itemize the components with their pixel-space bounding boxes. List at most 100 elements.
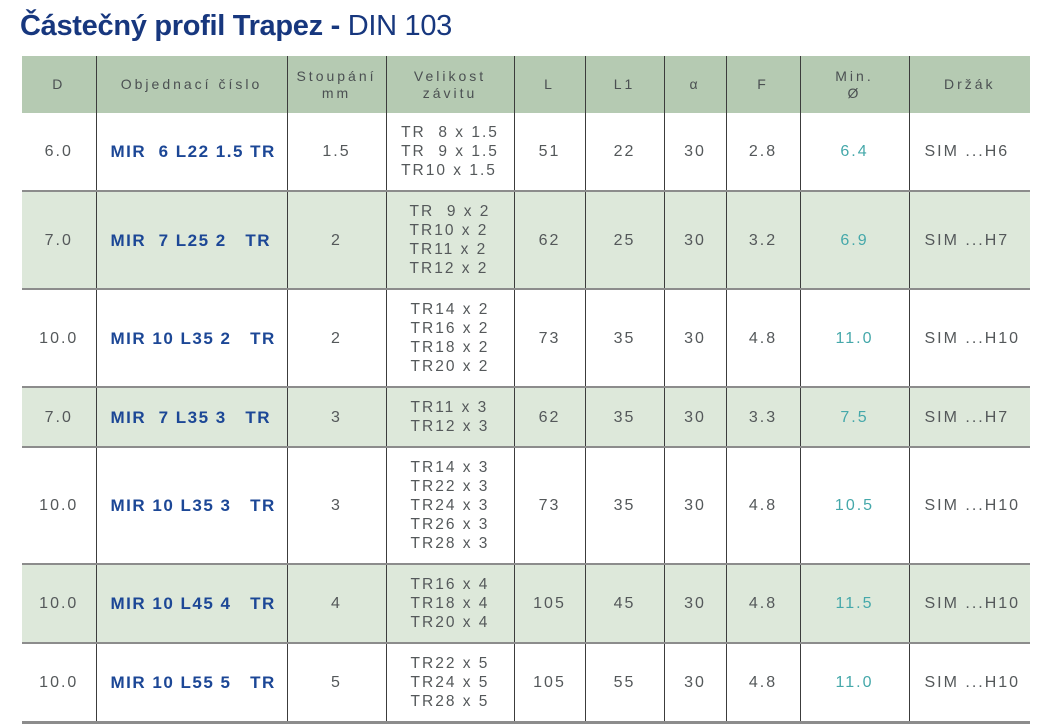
- table-header: D Objednací číslo Stoupání mm Velikost z…: [22, 56, 1030, 113]
- cell-holder: SIM ...H10: [908, 288, 1030, 387]
- cell-l1: 35: [584, 386, 664, 447]
- cell-l: 51: [513, 113, 585, 191]
- product-table: D Objednací číslo Stoupání mm Velikost z…: [22, 56, 1030, 724]
- table-row: 7.0 MIR 7 L35 3 TR 3 TR11 x 3 TR12 x 3 6…: [22, 386, 1030, 447]
- table-row: 7.0 MIR 7 L25 2 TR 2 TR 9 x 2 TR10 x 2 T…: [22, 190, 1030, 289]
- table-row: 10.0 MIR 10 L45 4 TR 4 TR16 x 4 TR18 x 4…: [22, 563, 1030, 643]
- cell-l: 73: [513, 288, 585, 387]
- header-cell-min-diameter: Min. Ø: [799, 56, 909, 113]
- cell-diameter: 7.0: [22, 386, 96, 447]
- cell-pitch: 2: [286, 190, 386, 289]
- thread-size-list: TR 9 x 2 TR10 x 2 TR11 x 2 TR12 x 2: [409, 203, 491, 277]
- cell-alpha: 30: [663, 113, 726, 191]
- cell-min-diameter: 11.0: [799, 288, 909, 387]
- cell-order-number: MIR 7 L35 3 TR: [95, 386, 287, 447]
- cell-order-number: MIR 10 L35 2 TR: [95, 288, 287, 387]
- table-row: 10.0 MIR 10 L35 3 TR 3 TR14 x 3 TR22 x 3…: [22, 446, 1030, 564]
- page-title-standard: DIN 103: [347, 10, 453, 42]
- cell-thread-sizes: TR22 x 5 TR24 x 5 TR28 x 5: [385, 642, 514, 724]
- header-row: D Objednací číslo Stoupání mm Velikost z…: [22, 56, 1030, 113]
- cell-thread-sizes: TR 8 x 1.5 TR 9 x 1.5 TR10 x 1.5: [385, 113, 514, 191]
- cell-min-diameter: 11.5: [799, 563, 909, 643]
- cell-pitch: 5: [286, 642, 386, 724]
- cell-f: 4.8: [725, 642, 800, 724]
- cell-diameter: 10.0: [22, 446, 96, 564]
- cell-thread-sizes: TR11 x 3 TR12 x 3: [385, 386, 514, 447]
- header-cell-holder: Držák: [908, 56, 1030, 113]
- cell-f: 3.2: [725, 190, 800, 289]
- cell-min-diameter: 11.0: [799, 642, 909, 724]
- cell-order-number: MIR 6 L22 1.5 TR: [95, 113, 287, 191]
- cell-l1: 35: [584, 446, 664, 564]
- header-cell-alpha: α: [663, 56, 726, 113]
- cell-holder: SIM ...H6: [908, 113, 1030, 191]
- table-body: 6.0 MIR 6 L22 1.5 TR 1.5 TR 8 x 1.5 TR 9…: [22, 113, 1030, 724]
- cell-holder: SIM ...H7: [908, 386, 1030, 447]
- cell-thread-sizes: TR16 x 4 TR18 x 4 TR20 x 4: [385, 563, 514, 643]
- cell-diameter: 7.0: [22, 190, 96, 289]
- cell-diameter: 10.0: [22, 563, 96, 643]
- table-row: 10.0 MIR 10 L35 2 TR 2 TR14 x 2 TR16 x 2…: [22, 288, 1030, 387]
- cell-alpha: 30: [663, 288, 726, 387]
- cell-order-number: MIR 7 L25 2 TR: [95, 190, 287, 289]
- cell-f: 4.8: [725, 446, 800, 564]
- header-cell-f: F: [725, 56, 800, 113]
- cell-f: 4.8: [725, 288, 800, 387]
- header-cell-l: L: [513, 56, 585, 113]
- cell-l: 105: [513, 642, 585, 724]
- cell-l1: 25: [584, 190, 664, 289]
- cell-alpha: 30: [663, 563, 726, 643]
- thread-size-list: TR22 x 5 TR24 x 5 TR28 x 5: [410, 655, 490, 710]
- cell-pitch: 3: [286, 446, 386, 564]
- header-cell-l1: L1: [584, 56, 664, 113]
- cell-l1: 22: [584, 113, 664, 191]
- cell-min-diameter: 7.5: [799, 386, 909, 447]
- thread-size-list: TR11 x 3 TR12 x 3: [410, 399, 490, 435]
- cell-diameter: 6.0: [44, 143, 73, 160]
- cell-l1: 55: [584, 642, 664, 724]
- cell-holder: SIM ...H10: [908, 563, 1030, 643]
- cell-pitch: 4: [286, 563, 386, 643]
- cell-pitch: 2: [286, 288, 386, 387]
- table-row: 10.0 MIR 10 L55 5 TR 5 TR22 x 5 TR24 x 5…: [22, 642, 1030, 724]
- cell-pitch: 3: [286, 386, 386, 447]
- cell-alpha: 30: [663, 386, 726, 447]
- cell-l: 62: [513, 386, 585, 447]
- cell-l1: 45: [584, 563, 664, 643]
- header-cell-thread-size: Velikost závitu: [385, 56, 514, 113]
- cell-l1: 35: [584, 288, 664, 387]
- page-title: Částečný profil Trapez - DIN 103: [20, 8, 1030, 44]
- cell-diameter: 10.0: [22, 288, 96, 387]
- cell-holder: SIM ...H10: [908, 642, 1030, 724]
- header-cell-diameter: D: [22, 56, 96, 113]
- cell-min-diameter: 10.5: [799, 446, 909, 564]
- thread-size-list: TR16 x 4 TR18 x 4 TR20 x 4: [410, 576, 490, 631]
- cell-alpha: 30: [663, 446, 726, 564]
- cell-thread-sizes: TR14 x 2 TR16 x 2 TR18 x 2 TR20 x 2: [385, 288, 514, 387]
- cell-order-number: MIR 10 L55 5 TR: [95, 642, 287, 724]
- cell-alpha: 30: [663, 642, 726, 724]
- header-cell-order-number: Objednací číslo: [95, 56, 287, 113]
- cell-min-diameter: 6.4: [799, 113, 909, 191]
- cell-thread-sizes: TR14 x 3 TR22 x 3 TR24 x 3 TR26 x 3 TR28…: [385, 446, 514, 564]
- cell-order-number: MIR 10 L45 4 TR: [95, 563, 287, 643]
- cell-f: 4.8: [725, 563, 800, 643]
- header-cell-pitch: Stoupání mm: [286, 56, 386, 113]
- cell-f: 3.3: [725, 386, 800, 447]
- cell-min-diameter: 6.9: [799, 190, 909, 289]
- cell-l: 105: [513, 563, 585, 643]
- cell-thread-sizes: TR 9 x 2 TR10 x 2 TR11 x 2 TR12 x 2: [385, 190, 514, 289]
- cell-diameter: 10.0: [22, 642, 96, 724]
- cell-f: 2.8: [725, 113, 800, 191]
- cell-alpha: 30: [663, 190, 726, 289]
- thread-size-list: TR14 x 3 TR22 x 3 TR24 x 3 TR26 x 3 TR28…: [410, 459, 490, 552]
- cell-holder: SIM ...H10: [908, 446, 1030, 564]
- thread-size-list: TR 8 x 1.5 TR 9 x 1.5 TR10 x 1.5: [401, 124, 499, 179]
- cell-pitch: 1.5: [286, 113, 386, 191]
- table-row: 6.0 MIR 6 L22 1.5 TR 1.5 TR 8 x 1.5 TR 9…: [22, 113, 1030, 191]
- cell-order-number: MIR 10 L35 3 TR: [95, 446, 287, 564]
- page-title-bold: Částečný profil Trapez -: [20, 10, 348, 42]
- cell-l: 73: [513, 446, 585, 564]
- cell-l: 62: [513, 190, 585, 289]
